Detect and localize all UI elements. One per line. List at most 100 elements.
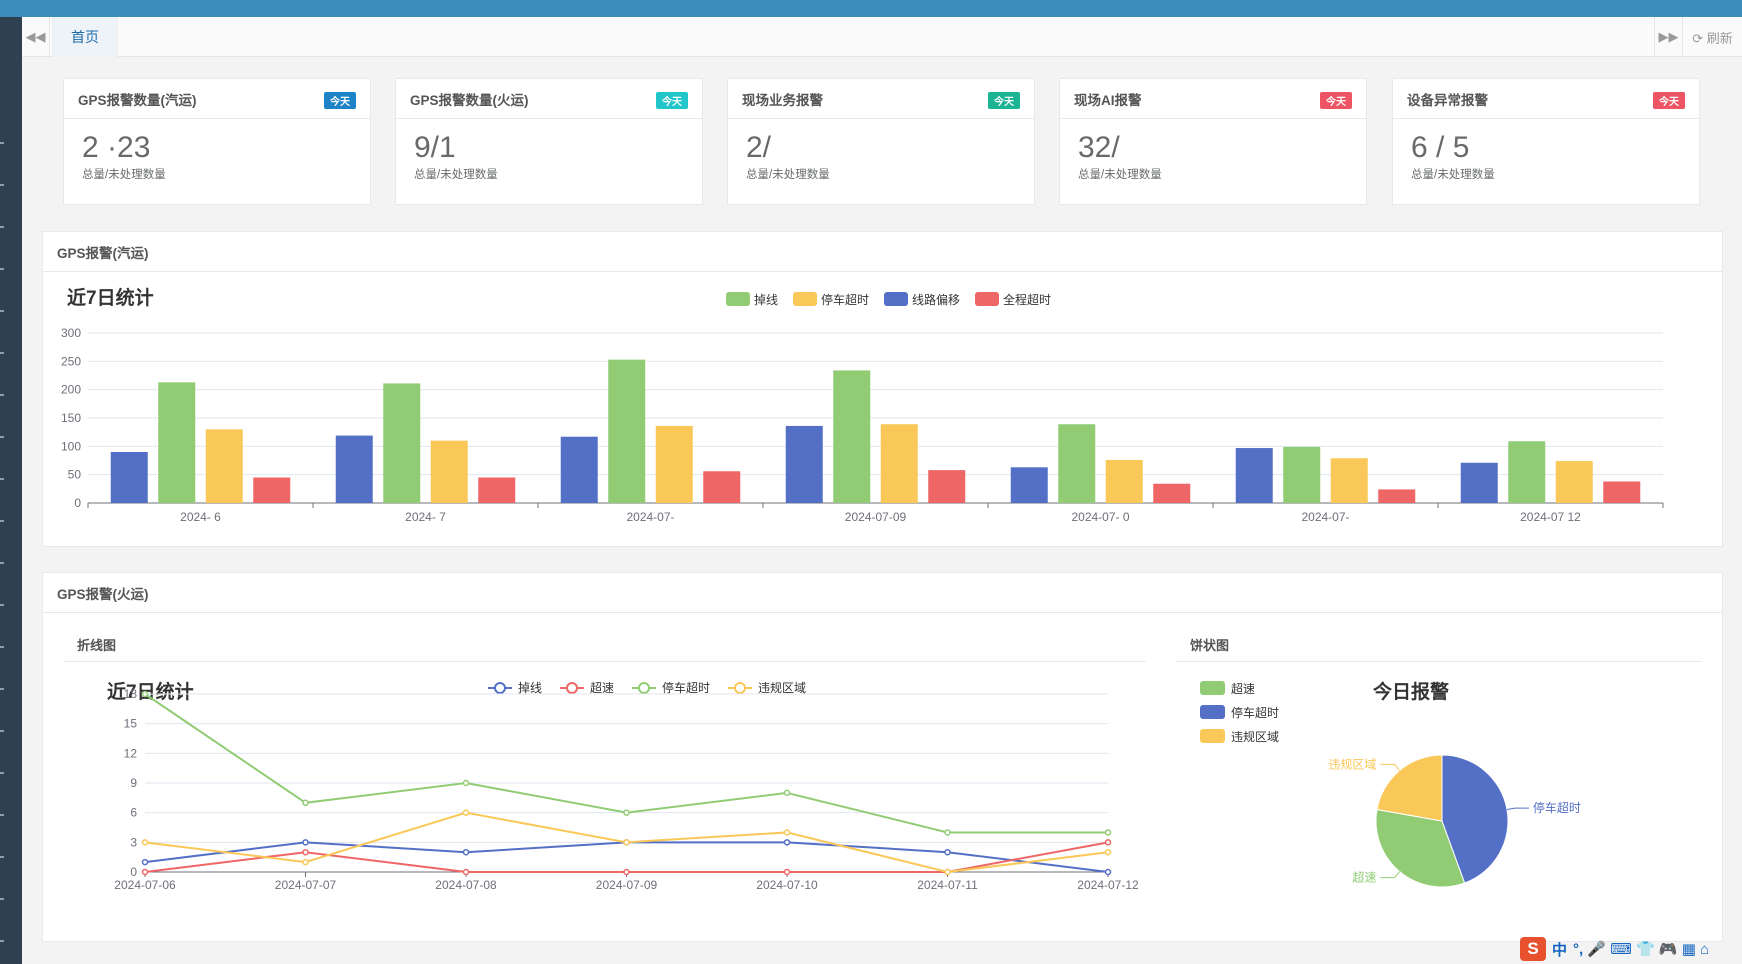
legend-swatch <box>1200 729 1225 743</box>
stat-card-title: 现场业务报警 <box>742 92 823 108</box>
sidebar-marker <box>0 268 4 270</box>
sidebar <box>0 17 22 964</box>
y-tick-label: 3 <box>130 835 137 849</box>
legend-label: 停车超时 <box>662 680 710 695</box>
chart-title: 近7日统计 <box>107 680 194 703</box>
ime-toolbar: S 中 °, 🎤 ⌨ 👕 🎮 ▦ ⌂ <box>1512 934 1742 964</box>
sidebar-marker <box>0 940 4 942</box>
x-tick-label: 2024-07-09 <box>845 510 907 524</box>
sidebar-marker <box>0 226 4 228</box>
stat-card-onsite-business: 现场业务报警 今天 2/ 总量/未处理数量 <box>727 78 1035 205</box>
sidebar-marker <box>0 814 4 816</box>
y-tick-label: 15 <box>124 717 138 731</box>
x-tick-label: 2024- 7 <box>405 510 446 524</box>
sidebar-marker <box>0 310 4 312</box>
bar-停车超时 <box>205 429 243 503</box>
sidebar-marker <box>0 142 4 144</box>
pie-label: 停车超时 <box>1533 800 1581 815</box>
stat-card-value: 2/ <box>746 131 772 164</box>
sidebar-marker <box>0 184 4 186</box>
pie-slice-违规区域 <box>1376 754 1443 822</box>
line-point <box>1104 848 1112 856</box>
bar-全程超时 <box>1603 481 1641 503</box>
bar-chart: 近7日统计 掉线 停车超时 线路偏移 全程超时 0 50 100 150 200 250 300 202… <box>61 286 1664 524</box>
stat-card-device-anomaly: 设备异常报警 今天 6 / 5 总量/未处理数量 <box>1392 78 1700 205</box>
y-tick-label: 50 <box>68 468 82 482</box>
pie-label-line <box>1380 763 1400 771</box>
chart-title: 近7日统计 <box>67 286 154 309</box>
bar-掉线 <box>608 359 646 503</box>
sidebar-marker <box>0 478 4 480</box>
ime-logo[interactable]: S <box>1520 937 1546 961</box>
sidebar-marker <box>0 352 4 354</box>
line-point <box>623 809 630 816</box>
x-tick-label: 2024-07-09 <box>596 878 658 892</box>
y-tick-label: 12 <box>124 746 138 760</box>
stat-card-value: 2 ·23 <box>82 131 151 164</box>
sidebar-marker <box>0 688 4 690</box>
today-badge: 今天 <box>988 92 1020 109</box>
bar-掉线 <box>1508 441 1546 503</box>
y-tick-label: 0 <box>74 496 81 510</box>
sidebar-marker <box>0 394 4 396</box>
bar-停车超时 <box>1555 461 1593 503</box>
y-tick-label: 0 <box>130 865 137 879</box>
tab-home[interactable]: 首页 <box>52 17 118 57</box>
double-left-icon: ◀◀ <box>25 29 46 44</box>
legend-label: 停车超时 <box>821 292 869 307</box>
tab-scroll-left-button[interactable]: ◀◀ <box>22 17 50 57</box>
stat-card-subtitle: 总量/未处理数量 <box>746 169 830 181</box>
stat-card-title: GPS报警数量(汽运) <box>78 92 197 108</box>
legend-swatch <box>975 292 999 306</box>
panel-title: GPS报警(汽运) <box>43 232 1722 272</box>
line-point <box>302 858 309 866</box>
pie-slice-超速 <box>1375 808 1466 888</box>
line-chart: 近7日统计 掉线 超速 停车超时 违规区域 0 3 6 9 12 15 18 2024-07-06 202… <box>107 680 1139 892</box>
stat-card-subtitle: 总量/未处理数量 <box>82 169 166 181</box>
stat-card-subtitle: 总量/未处理数量 <box>1078 169 1162 181</box>
bar-全程超时 <box>478 477 516 503</box>
x-tick-label: 2024-07 12 <box>1520 510 1581 524</box>
ime-tool-icons[interactable]: °, 🎤 ⌨ 👕 🎮 ▦ ⌂ <box>1573 941 1710 958</box>
stat-card-value: 6 / 5 <box>1411 131 1470 164</box>
line-point <box>1104 839 1112 846</box>
x-tick-label: 2024-07- 0 <box>1071 510 1129 524</box>
y-tick-label: 9 <box>130 776 137 790</box>
stat-card-title: GPS报警数量(火运) <box>410 92 529 108</box>
today-badge: 今天 <box>324 92 356 109</box>
chart-title: 今日报警 <box>1372 680 1449 703</box>
pie-chart-header: 饼状图 <box>1176 628 1702 662</box>
line-point <box>944 829 951 836</box>
stat-card-subtitle: 总量/未处理数量 <box>414 169 498 181</box>
y-tick-label: 300 <box>61 326 81 340</box>
x-tick-label: 2024-07-11 <box>917 878 978 892</box>
line-point <box>783 868 791 876</box>
x-tick-label: 2024-07-07 <box>275 878 337 892</box>
y-tick-label: 150 <box>61 411 81 425</box>
today-badge: 今天 <box>656 92 688 109</box>
bar-掉线 <box>383 383 421 503</box>
sidebar-marker <box>0 436 4 438</box>
legend-label: 停车超时 <box>1231 705 1279 720</box>
legend-swatch <box>1200 681 1225 695</box>
bar-停车超时 <box>655 425 693 503</box>
line-chart-header: 折线图 <box>63 628 1146 662</box>
line-point <box>462 868 470 876</box>
bar-停车超时 <box>1330 458 1368 503</box>
bar-线路偏移 <box>1010 467 1048 503</box>
refresh-button[interactable]: ⟳ 刷新 <box>1682 17 1742 57</box>
line-point <box>141 868 149 876</box>
bar-掉线 <box>833 370 871 503</box>
legend-swatch <box>726 292 750 306</box>
line-point <box>462 809 470 816</box>
legend-swatch <box>884 292 908 306</box>
x-tick-label: 2024-07-08 <box>435 878 497 892</box>
legend-label: 线路偏移 <box>912 292 960 307</box>
bar-掉线 <box>1058 424 1096 503</box>
ime-lang[interactable]: 中 <box>1552 941 1568 959</box>
sidebar-marker <box>0 646 4 648</box>
stat-card-onsite-ai: 现场AI报警 今天 32/ 总量/未处理数量 <box>1059 78 1367 205</box>
tab-scroll-right-button[interactable]: ▶▶ <box>1654 17 1682 57</box>
pie-label-line <box>1506 807 1529 811</box>
line-point <box>783 839 791 846</box>
